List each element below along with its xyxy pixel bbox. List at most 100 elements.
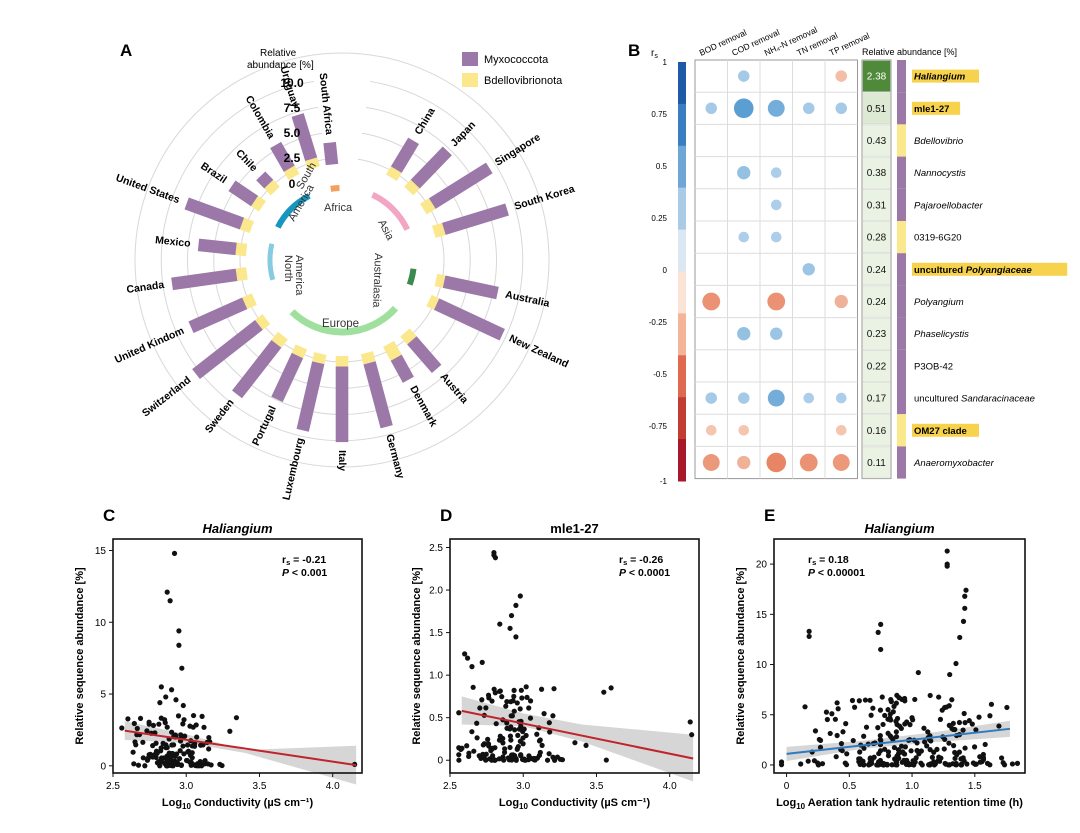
y-tick-label: 0: [437, 756, 443, 767]
data-point: [861, 745, 867, 751]
data-point: [140, 739, 146, 745]
bar-myxo-denmark: [390, 354, 414, 383]
bar-united-kindom: [188, 293, 257, 333]
continent-arcs: [267, 185, 417, 336]
bar-mexico: [197, 238, 248, 257]
stat-p: P < 0.00001: [808, 567, 865, 579]
data-point: [559, 757, 566, 763]
panel-label-a: A: [120, 41, 132, 60]
continent-arc-europe: [289, 305, 399, 336]
data-point: [885, 707, 891, 713]
bar-myxo-canada: [171, 268, 238, 291]
y-tick-label: 15: [95, 546, 107, 557]
bar-austria: [400, 328, 442, 374]
continent-arc-north-america: [267, 243, 276, 281]
data-point: [165, 756, 171, 763]
bar-myxo-brazil: [228, 180, 259, 207]
data-point: [508, 737, 514, 743]
relative-abundance-column: 2.38 0.51 0.43 0.38 0.31 0.28 0.24 0.24 0.23 0.22…: [861, 59, 892, 480]
legend-label-myxococcota: Myxococcota: [484, 54, 549, 66]
continent-label-north-america-1: North: [282, 255, 294, 282]
bar-myxo-singapore: [428, 162, 493, 209]
data-point: [834, 700, 840, 706]
data-point: [154, 750, 160, 756]
bar-japan: [404, 146, 452, 196]
corr-dot-om27-clade-4: [835, 425, 847, 436]
data-point: [199, 713, 205, 719]
data-point: [485, 692, 492, 698]
bar-bdello-united-states: [239, 217, 254, 234]
data-point: [131, 761, 137, 767]
bar-south-korea: [431, 203, 509, 238]
ra-cell-p3ob-42: [862, 350, 891, 382]
data-point: [518, 752, 524, 758]
class-strip-0319-6g20: [897, 221, 906, 254]
country-label-brazil: Brazil: [198, 160, 228, 186]
data-point: [866, 762, 872, 768]
rs-scale-step-9: [678, 439, 686, 482]
ra-cell-om27-clade: [862, 414, 891, 447]
data-point-outlier: [687, 719, 693, 725]
data-point: [572, 740, 578, 746]
y-tick-label: 0: [761, 760, 767, 771]
data-point: [547, 729, 553, 735]
bar-myxo-south-korea: [442, 203, 509, 235]
y-tick-label: 15: [756, 610, 768, 621]
data-point: [819, 761, 826, 767]
data-point: [882, 712, 888, 719]
rs-scale-label-4: 0: [663, 266, 668, 275]
data-point: [778, 759, 785, 765]
data-point: [880, 760, 886, 767]
ra-value-phaselicystis: 0.23: [867, 329, 887, 340]
corr-dot-sandaracinaceae-0: [705, 392, 717, 404]
corr-dot-phaselicystis-2: [770, 327, 783, 340]
data-point-outlier: [963, 587, 969, 593]
data-point: [523, 684, 529, 690]
data-point: [971, 744, 978, 750]
taxon-label-nannocystis: Nannocystis: [914, 168, 966, 179]
data-point: [509, 713, 516, 719]
data-point: [227, 728, 233, 734]
data-point: [896, 695, 902, 701]
bar-bdello-switzerland: [255, 314, 271, 330]
data-point: [877, 736, 883, 743]
x-tick-label: 4.0: [326, 781, 340, 792]
data-point: [949, 697, 955, 703]
data-point: [896, 723, 903, 729]
bar-bdello-luxembourg: [312, 352, 327, 365]
legend-swatch-bdellovibrionota: [462, 73, 478, 87]
data-point: [938, 755, 944, 761]
bar-bdello-austria: [400, 328, 417, 345]
data-point: [857, 756, 863, 762]
data-point-outlier: [508, 612, 515, 619]
corr-dot-haliangium-4: [835, 70, 847, 82]
taxon-label-bdellovibrio: Bdellovibrio: [914, 136, 963, 147]
bar-sweden: [232, 331, 288, 399]
data-point: [889, 762, 895, 768]
regression-line: [124, 729, 357, 767]
data-point: [550, 754, 556, 760]
data-point: [507, 744, 513, 751]
scale-tick-10: 10.0: [280, 76, 304, 90]
x-tick-label: 3.5: [253, 781, 267, 792]
ra-value-polyangiaceae: 0.24: [867, 265, 887, 276]
data-point: [798, 761, 804, 767]
bar-myxo-united-kindom: [188, 297, 248, 333]
corr-dot-phaselicystis-1: [737, 327, 751, 341]
data-point: [988, 701, 995, 707]
panel-b-correlation-matrix: 1 0.75 0.5 0.25 0 -0.25 -0.5 -0.75 -1 rs BOD rem…: [649, 24, 1068, 486]
data-point: [829, 711, 835, 717]
data-point: [996, 723, 1002, 729]
taxon-label-polyangium: Polyangium: [914, 297, 964, 308]
data-point: [150, 722, 157, 728]
country-label-china: China: [412, 106, 437, 137]
data-point: [516, 726, 522, 732]
scale-tick-2-5: 2.5: [284, 151, 301, 165]
data-point: [908, 748, 914, 754]
data-point-outlier: [164, 589, 170, 595]
ra-cell-bdellovibrio: [862, 124, 891, 157]
bar-myxo-italy: [335, 366, 349, 443]
data-point: [480, 742, 486, 748]
